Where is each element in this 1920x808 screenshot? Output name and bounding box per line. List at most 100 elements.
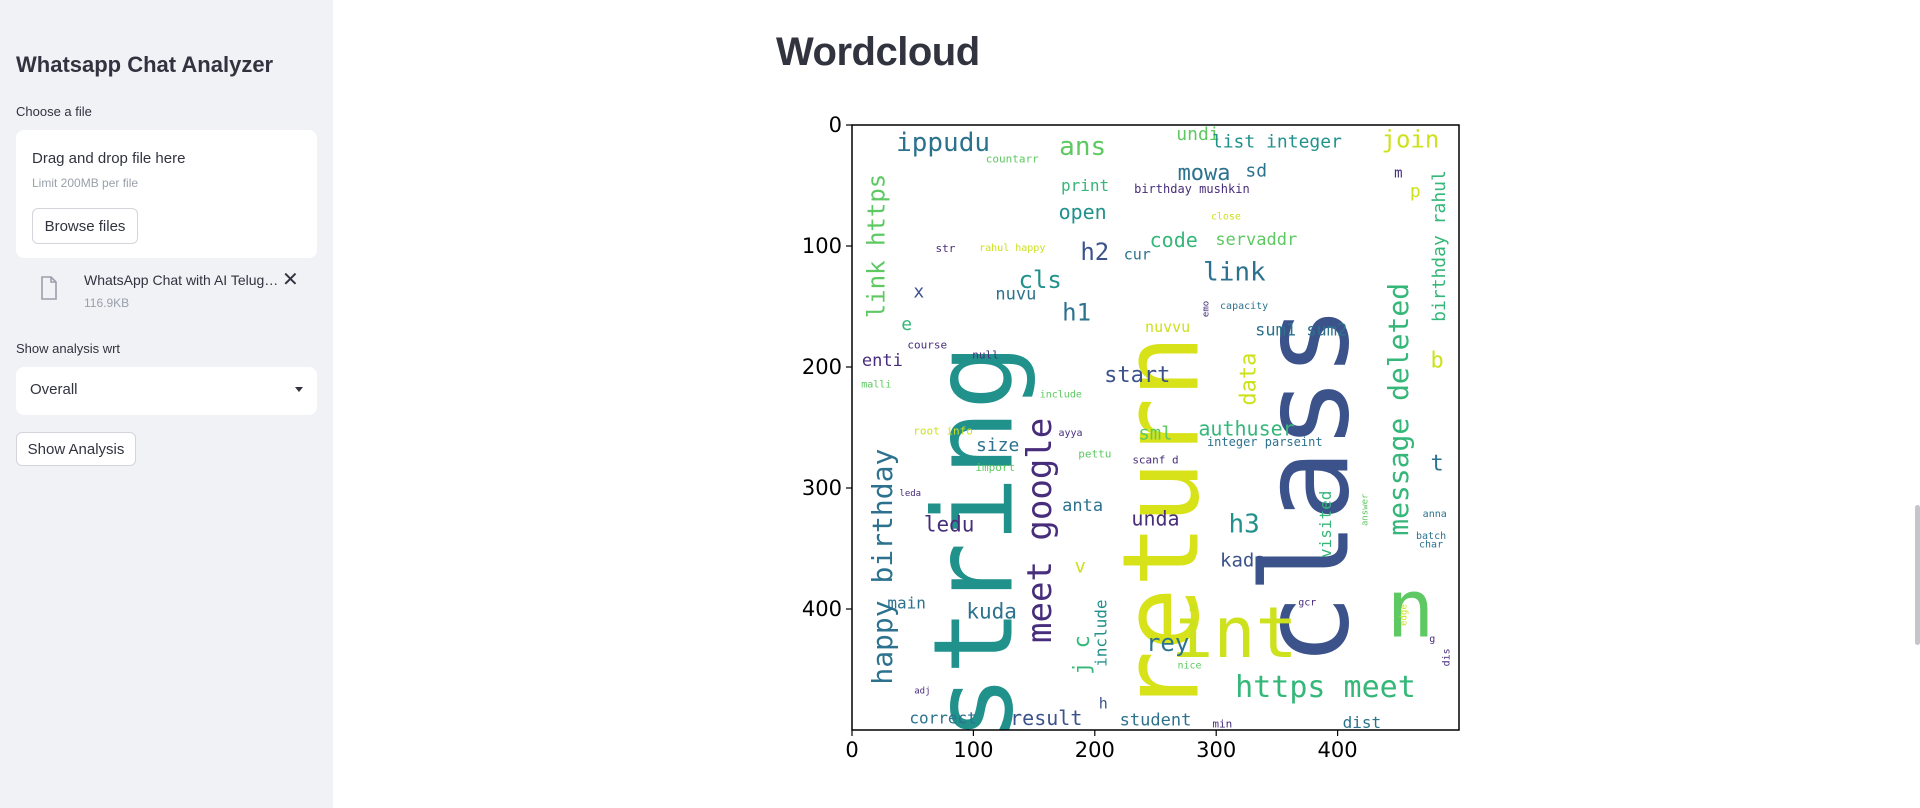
wordcloud-word: unda xyxy=(1131,506,1179,530)
wordcloud-word: nice xyxy=(1177,660,1201,671)
uploaded-file: WhatsApp Chat with AI Telugu Coders.txt … xyxy=(16,268,317,318)
wordcloud-word: integer parseint xyxy=(1207,435,1323,449)
analysis-select[interactable]: Overall xyxy=(16,367,317,415)
wordcloud-word: rahul happy xyxy=(979,243,1045,254)
wordcloud-word: list integer xyxy=(1212,131,1342,152)
wordcloud-word: code xyxy=(1150,228,1198,252)
wordcloud-word: leda xyxy=(899,489,921,499)
y-tick-label: 300 xyxy=(802,476,842,500)
wordcloud-word: size xyxy=(976,435,1019,456)
wordcloud-word: enti xyxy=(862,351,903,371)
x-tick-label: 100 xyxy=(953,738,993,762)
wordcloud-word: ans xyxy=(1059,132,1106,162)
file-uploader-dropzone[interactable]: Drag and drop file here Limit 200MB per … xyxy=(16,130,317,258)
wordcloud-word: return xyxy=(1101,335,1223,714)
plot-area xyxy=(852,125,1459,730)
wordcloud-word: sml xyxy=(1138,423,1172,445)
wordcloud-word: main xyxy=(887,593,926,612)
page-title: Wordcloud xyxy=(776,30,980,74)
app-title: Whatsapp Chat Analyzer xyxy=(16,52,274,77)
wordcloud-word: course xyxy=(907,339,947,352)
y-tick-label: 100 xyxy=(802,234,842,258)
scrollbar[interactable] xyxy=(1915,505,1920,645)
wordcloud-word: malli xyxy=(861,380,891,391)
wordcloud-word: student xyxy=(1120,710,1192,730)
uploaded-file-name: WhatsApp Chat with AI Telugu Coders.txt xyxy=(84,272,284,288)
wordcloud-word: countarr xyxy=(986,152,1039,165)
wordcloud-word: h2 xyxy=(1080,238,1109,266)
wordcloud-word: root info xyxy=(913,425,973,438)
wordcloud-word: g xyxy=(1429,634,1435,645)
wordcloud-word: ledu xyxy=(924,512,975,536)
wordcloud-word: mowa xyxy=(1178,161,1231,186)
wordcloud-word: result xyxy=(1010,706,1082,730)
wordcloud-word: meet google xyxy=(1020,418,1060,643)
close-icon[interactable]: ✕ xyxy=(282,269,299,291)
wordcloud-word: message deleted xyxy=(1382,283,1415,536)
wordcloud-word: anna xyxy=(1423,509,1447,520)
uploaded-file-size: 116.9KB xyxy=(84,296,130,310)
wordcloud-word: rey xyxy=(1146,629,1189,657)
wordcloud-word: dist xyxy=(1343,713,1382,732)
wordcloud-word: str xyxy=(936,242,956,255)
x-tick-label: 400 xyxy=(1318,738,1358,762)
wordcloud-word: m xyxy=(1394,165,1402,181)
x-tick-label: 300 xyxy=(1196,738,1236,762)
wordcloud-word: include xyxy=(1040,389,1082,400)
wordcloud-word: h1 xyxy=(1062,299,1091,327)
wordcloud-word: authuser xyxy=(1198,417,1294,441)
wordcloud-word: import xyxy=(975,461,1015,474)
analysis-select-value: Overall xyxy=(30,381,78,398)
wordcloud-word: string xyxy=(909,344,1037,741)
wordcloud-word: n xyxy=(1386,563,1434,656)
wordcloud-word: h3 xyxy=(1228,509,1259,539)
wordcloud-word: kuda xyxy=(966,599,1017,623)
y-tick-label: 200 xyxy=(802,355,842,379)
wordcloud-word: kada xyxy=(1220,550,1266,572)
wordcloud-word: class xyxy=(1238,305,1377,666)
wordcloud-word: capacity xyxy=(1220,301,1268,312)
wordcloud-word: close xyxy=(1211,211,1241,222)
drag-drop-text: Drag and drop file here xyxy=(32,150,186,167)
wordcloud-word: b xyxy=(1431,348,1444,373)
wordcloud-word: emo xyxy=(1201,301,1211,317)
y-tick-label: 0 xyxy=(829,113,842,137)
show-analysis-button[interactable]: Show Analysis xyxy=(16,432,136,466)
sidebar: Whatsapp Chat Analyzer Choose a file Dra… xyxy=(0,0,333,808)
x-tick-label: 0 xyxy=(845,738,858,762)
wordcloud-word: v xyxy=(1075,556,1086,578)
file-icon xyxy=(40,276,58,305)
analysis-label: Show analysis wrt xyxy=(16,341,121,356)
wordcloud-word: null xyxy=(972,348,999,361)
wordcloud-word: answer xyxy=(1361,493,1371,526)
wordcloud-word: batch xyxy=(1416,531,1446,542)
wordcloud-word: adj xyxy=(914,686,930,696)
wordcloud-word: scanf d xyxy=(1132,454,1178,467)
browse-files-button[interactable]: Browse files xyxy=(32,208,138,244)
wordcloud-word: data xyxy=(1236,353,1261,406)
wordcloud-word: birthday rahul xyxy=(1429,170,1450,322)
wordcloud-word: e xyxy=(901,314,912,335)
wordcloud-word: nuvvu xyxy=(1145,318,1190,336)
chevron-down-icon xyxy=(295,387,303,392)
wordcloud-word: int xyxy=(1171,592,1297,674)
wordcloud-word: t xyxy=(1431,451,1444,476)
wordcloud-word: include xyxy=(1091,599,1110,666)
wordcloud-word: sum1 sum2 xyxy=(1255,321,1347,341)
wordcloud-word: start xyxy=(1104,363,1170,388)
wordcloud-word: h xyxy=(1099,694,1108,712)
wordcloud-word: dis xyxy=(1441,648,1452,666)
x-tick-label: 200 xyxy=(1075,738,1115,762)
file-limit-text: Limit 200MB per file xyxy=(32,176,139,190)
wordcloud-word: anta xyxy=(1062,496,1103,516)
wordcloud-word: p xyxy=(1410,181,1421,202)
wordcloud-word: link xyxy=(1203,258,1266,288)
wordcloud-word: print xyxy=(1061,176,1109,195)
wordcloud-word: x xyxy=(913,281,924,302)
wordcloud-word: j c xyxy=(1070,635,1095,675)
file-label: Choose a file xyxy=(16,104,92,119)
wordcloud-word: cls xyxy=(1018,266,1061,294)
wordcloud-word: gcr xyxy=(1298,597,1316,608)
wordcloud-word: min xyxy=(1212,717,1232,730)
